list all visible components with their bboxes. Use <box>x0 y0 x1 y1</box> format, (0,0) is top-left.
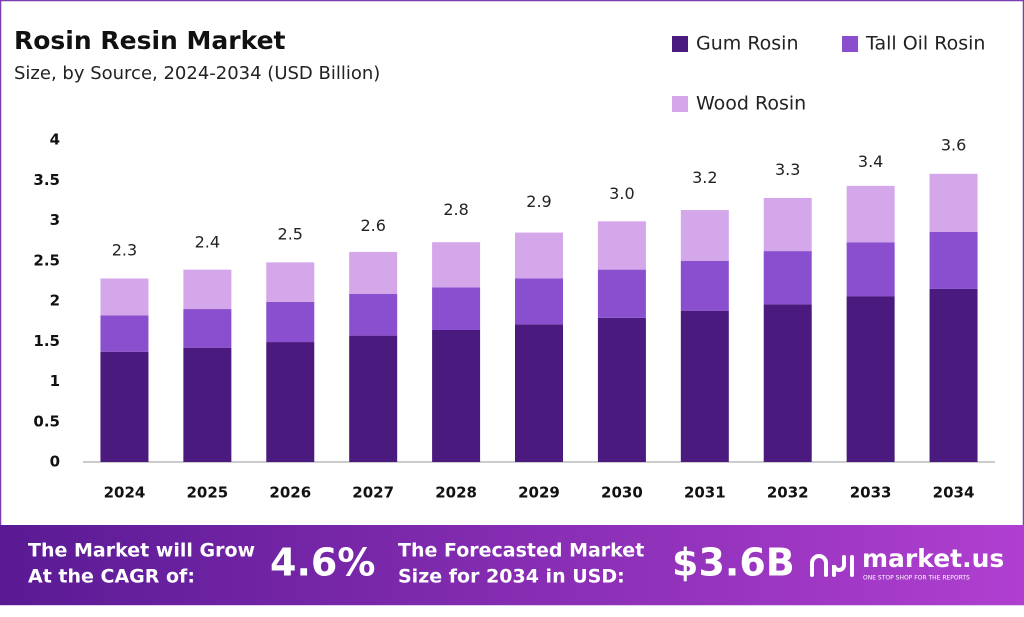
total-label: 2.4 <box>195 232 220 251</box>
total-label: 3.4 <box>858 152 883 171</box>
bar-segment <box>266 262 315 302</box>
bar-segment <box>349 251 398 294</box>
bar-segment <box>266 301 315 343</box>
total-label: 2.8 <box>443 200 468 219</box>
x-tick-label: 2024 <box>104 484 146 502</box>
bar-segment <box>763 251 812 305</box>
x-tick-label: 2027 <box>352 484 394 502</box>
bar-segment <box>846 296 895 462</box>
y-tick-label: 1.5 <box>33 332 60 350</box>
cagr-value: 4.6% <box>270 541 375 585</box>
bar-segment <box>432 242 481 288</box>
bar-segment <box>846 242 895 297</box>
legend-swatch <box>842 36 858 52</box>
bar-segment <box>432 287 481 330</box>
x-tick-label: 2031 <box>684 484 726 502</box>
tagline: ONE STOP SHOP FOR THE REPORTS <box>863 575 970 582</box>
legend-label: Tall Oil Rosin <box>865 33 985 55</box>
bar-segment <box>183 269 232 310</box>
brand: market.us <box>862 544 1004 573</box>
bar-segment <box>680 260 729 311</box>
bar-segment <box>680 310 729 462</box>
legend-label: Gum Rosin <box>696 33 799 55</box>
bar-segment <box>515 232 563 279</box>
forecast-text: The Forecasted Market <box>398 540 644 562</box>
bar-segment <box>763 197 812 252</box>
y-tick-label: 1 <box>50 372 60 390</box>
total-label: 2.6 <box>360 216 385 235</box>
total-label: 2.5 <box>278 224 303 243</box>
bar-segment <box>515 278 563 325</box>
bar-segment <box>846 185 895 243</box>
bar-segment <box>515 324 563 462</box>
y-tick-label: 2.5 <box>33 251 60 269</box>
bar-segment <box>597 221 646 270</box>
legend-label: Wood Rosin <box>696 93 806 115</box>
bar-segment <box>100 315 149 352</box>
x-tick-label: 2026 <box>269 484 311 502</box>
bar-segment <box>929 173 978 232</box>
total-label: 3.6 <box>941 136 966 155</box>
total-label: 3.0 <box>609 184 634 203</box>
x-tick-label: 2034 <box>933 484 975 502</box>
cagr-text: At the CAGR of: <box>28 566 195 588</box>
y-tick-label: 4 <box>50 131 60 149</box>
bar-segment <box>183 347 232 462</box>
x-tick-label: 2032 <box>767 484 809 502</box>
total-label: 2.9 <box>526 192 551 211</box>
legend-swatch <box>672 36 688 52</box>
total-label: 3.2 <box>692 168 717 187</box>
bar-segment <box>183 309 232 348</box>
y-tick-label: 0.5 <box>33 412 60 430</box>
x-tick-label: 2025 <box>186 484 228 502</box>
forecast-text: Size for 2034 in USD: <box>398 566 625 588</box>
x-tick-label: 2028 <box>435 484 477 502</box>
brand-logo <box>810 554 854 577</box>
total-label: 2.3 <box>112 240 137 259</box>
x-tick-label: 2029 <box>518 484 560 502</box>
x-tick-label: 2030 <box>601 484 643 502</box>
bar-segment <box>929 231 978 289</box>
bar-segment <box>349 293 398 336</box>
chart-subtitle: Size, by Source, 2024-2034 (USD Billion) <box>14 63 380 84</box>
bar-segment <box>100 351 149 462</box>
bar-segment <box>349 335 398 462</box>
bar-segment <box>597 269 646 318</box>
total-label: 3.3 <box>775 160 800 179</box>
x-tick-label: 2033 <box>850 484 892 502</box>
bar-segment <box>100 278 149 316</box>
y-tick-label: 3 <box>50 211 60 229</box>
forecast-value: $3.6B <box>672 541 795 585</box>
cagr-text: The Market will Grow <box>28 540 255 562</box>
chart-title: Rosin Resin Market <box>14 26 286 55</box>
y-tick-label: 3.5 <box>33 171 60 189</box>
bar-segment <box>597 317 646 462</box>
bar-segment <box>432 329 481 462</box>
bar-segment <box>680 210 729 261</box>
legend-swatch <box>672 96 688 112</box>
y-tick-label: 0 <box>50 453 60 471</box>
bar-segment <box>266 342 315 462</box>
bar-segment <box>763 304 812 462</box>
bar-segment <box>929 288 978 462</box>
y-tick-label: 2 <box>50 292 60 310</box>
